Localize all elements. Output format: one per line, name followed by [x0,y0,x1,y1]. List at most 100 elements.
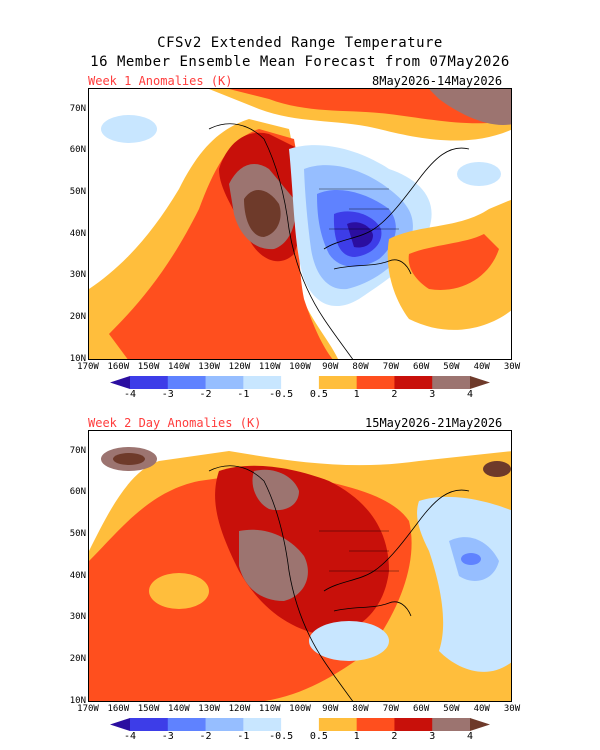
colorbar-label: -2 [199,731,212,742]
lon-label-110w: 110W [258,362,281,372]
colorbar-swatch-8 [394,718,433,731]
lon-label-140w: 140W [168,704,190,714]
lat-label-40n: 40N [69,571,86,581]
lon-label-130w: 130W [198,704,220,714]
colorbar-swatch-0 [110,376,130,389]
colorbar-swatch-9 [432,718,471,731]
colorbar-label: 1 [353,389,360,400]
lat-label-70n: 70N [69,446,86,456]
colorbar-swatch-5 [281,376,320,389]
colorbar-swatch-1 [130,718,169,731]
colorbar-swatches [110,376,490,389]
lon-label-40w: 40W [473,704,490,714]
colorbar-swatch-0 [110,718,130,731]
colorbar-label: -1 [237,389,250,400]
panel-1-dates: 8May2026-14May2026 [372,74,503,88]
colorbar-label: 4 [466,389,474,400]
lat-label-50n: 50N [69,187,86,197]
colorbar-label: 4 [466,731,474,742]
map-title-line-1: CFSv2 Extended Range Temperature [157,35,443,51]
panel-2-anomaly-field [89,431,511,701]
colorbar-label: -4 [123,731,137,742]
colorbar-label: -0.5 [269,731,294,742]
panel-1-map [88,88,512,360]
lat-label-40n: 40N [69,229,86,239]
lon-label-100w: 100W [289,362,311,372]
colorbar-label: -2 [199,389,212,400]
panel-1-colorbar [110,374,490,389]
colorbar-label: 3 [429,731,436,742]
colorbar-swatch-7 [356,718,395,731]
lon-label-60w: 60W [413,362,430,372]
colorbar-label: -0.5 [269,389,294,400]
lon-label-100w: 100W [289,704,311,714]
lat-label-60n: 60N [69,145,86,155]
colorbar-label: -3 [161,389,174,400]
lon-label-140w: 140W [168,362,190,372]
colorbar-swatch-7 [356,376,395,389]
lat-label-20n: 20N [69,654,86,664]
panel-2-dates: 15May2026-21May2026 [365,416,503,430]
lon-label-160w: 160W [107,704,130,714]
lon-label-80w: 80W [352,704,369,714]
lon-label-60w: 60W [413,704,430,714]
lon-label-70w: 70W [382,704,399,714]
colorbar-swatch-2 [167,376,207,389]
lon-label-30w: 30W [503,704,521,714]
colorbar-swatch-4 [243,718,282,731]
colorbar-swatch-1 [130,376,169,389]
colorbar-label: 3 [429,389,436,400]
lon-label-90w: 90W [322,704,339,714]
colorbar-label: 1 [353,731,360,742]
colorbar-swatch-3 [205,718,244,731]
lon-label-90w: 90W [322,362,339,372]
panel-1-label: Week 1 Anomalies (K) [88,74,233,88]
lon-label-170w: 170W [77,362,99,372]
colorbar-swatch-6 [318,718,358,731]
lat-label-10n: 10N [69,354,86,364]
colorbar-swatches [110,718,490,731]
colorbar-label: -3 [161,731,174,742]
colorbar-swatch-2 [167,718,207,731]
colorbar-label: -4 [123,389,137,400]
colorbar-swatch-6 [318,376,358,389]
lon-label-150w: 150W [137,704,160,714]
colorbar-swatch-8 [394,376,433,389]
lon-label-110w: 110W [258,704,281,714]
colorbar-swatch-5 [281,718,320,731]
colorbar-swatch-10 [470,718,490,731]
panel-1-anomaly-field [89,89,511,359]
panel-2-colorbar [110,716,490,731]
lat-label-10n: 10N [69,696,86,706]
colorbar-label: 0.5 [309,731,328,742]
lon-label-120w: 120W [228,362,251,372]
panel-2-map [88,430,512,702]
colorbar-label: -1 [237,731,250,742]
colorbar-label: 2 [391,731,398,742]
colorbar-swatch-3 [205,376,244,389]
lon-label-150w: 150W [137,362,160,372]
lon-label-70w: 70W [382,362,399,372]
lon-label-120w: 120W [228,704,251,714]
lon-label-80w: 80W [352,362,369,372]
colorbar-label: 2 [391,389,398,400]
lon-label-130w: 130W [198,362,220,372]
lat-label-30n: 30N [69,612,86,622]
lon-label-30w: 30W [503,362,521,372]
lon-label-50w: 50W [443,704,460,714]
colorbar-swatch-4 [243,376,282,389]
colorbar-swatch-10 [470,376,490,389]
panel-2-label: Week 2 Day Anomalies (K) [88,416,262,430]
map-title-line-2: 16 Member Ensemble Mean Forecast from 07… [90,54,510,70]
lat-label-20n: 20N [69,312,86,322]
colorbar-swatch-9 [432,376,471,389]
lat-label-30n: 30N [69,270,86,280]
colorbar-label: 0.5 [309,389,328,400]
lat-label-60n: 60N [69,487,86,497]
lat-label-70n: 70N [69,104,86,114]
lat-label-50n: 50N [69,529,86,539]
lon-label-160w: 160W [107,362,130,372]
lon-label-40w: 40W [473,362,490,372]
lon-label-50w: 50W [443,362,460,372]
lon-label-170w: 170W [77,704,99,714]
